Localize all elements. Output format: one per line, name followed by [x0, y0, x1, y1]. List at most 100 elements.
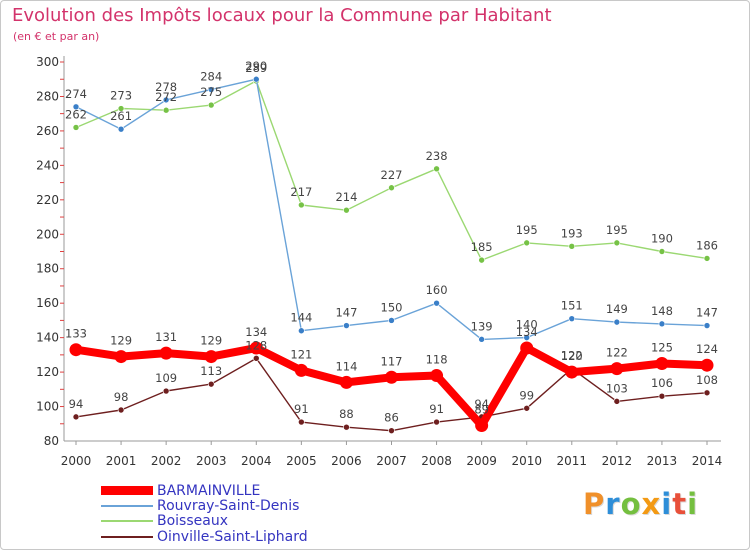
legend-item-barmainville[interactable]: BARMAINVILLE — [101, 483, 308, 498]
data-point-rouvray-saint-denis[interactable] — [117, 125, 125, 133]
y-tick-label: 80 — [44, 434, 59, 448]
data-point-oinville-saint-liphard[interactable] — [388, 427, 395, 434]
logo-letter: r — [605, 487, 621, 521]
data-point-rouvray-saint-denis[interactable] — [388, 317, 395, 324]
y-tick-label: 120 — [36, 365, 59, 379]
data-point-boisseaux[interactable] — [478, 256, 485, 264]
legend-label: Rouvray-Saint-Denis — [157, 497, 300, 514]
data-point-rouvray-saint-denis[interactable] — [207, 86, 215, 93]
y-tick-label: 180 — [36, 262, 59, 276]
legend-label: Boisseaux — [157, 513, 228, 530]
data-point-oinville-saint-liphard[interactable] — [433, 418, 440, 426]
data-point-barmainville[interactable] — [520, 341, 534, 355]
data-point-boisseaux[interactable] — [298, 201, 305, 209]
data-point-barmainville[interactable] — [385, 370, 398, 384]
data-point-oinville-saint-liphard[interactable] — [523, 404, 531, 412]
data-point-barmainville[interactable] — [475, 418, 489, 432]
x-tick-label: 2000 — [61, 454, 92, 468]
data-point-boisseaux[interactable] — [613, 239, 621, 247]
data-label-rouvray-saint-denis: 149 — [606, 302, 628, 316]
data-point-boisseaux[interactable] — [658, 248, 666, 255]
data-label-oinville-saint-liphard: 128 — [245, 338, 267, 352]
x-tick-label: 2010 — [511, 454, 542, 468]
data-point-barmainville[interactable] — [159, 346, 173, 360]
data-point-boisseaux[interactable] — [72, 124, 80, 131]
data-label-barmainville: 121 — [290, 347, 312, 361]
data-label-rouvray-saint-denis: 261 — [110, 109, 132, 123]
x-tick-label: 2012 — [602, 454, 633, 468]
data-point-rouvray-saint-denis[interactable] — [298, 327, 305, 335]
data-point-boisseaux[interactable] — [162, 106, 170, 114]
data-label-oinville-saint-liphard: 98 — [114, 390, 129, 404]
data-point-boisseaux[interactable] — [117, 105, 125, 112]
data-label-rouvray-saint-denis: 150 — [381, 300, 403, 314]
data-point-boisseaux[interactable] — [523, 239, 531, 247]
data-label-rouvray-saint-denis: 139 — [471, 319, 493, 333]
data-label-oinville-saint-liphard: 88 — [339, 407, 354, 421]
data-point-boisseaux[interactable] — [207, 101, 215, 109]
data-label-barmainville: 117 — [381, 354, 403, 368]
data-label-rouvray-saint-denis: 284 — [200, 70, 222, 84]
data-label-rouvray-saint-denis: 144 — [290, 311, 312, 325]
data-point-rouvray-saint-denis[interactable] — [162, 96, 170, 104]
data-point-barmainville[interactable] — [204, 350, 218, 364]
data-point-rouvray-saint-denis[interactable] — [658, 320, 666, 328]
data-label-barmainville: 122 — [606, 346, 628, 360]
data-point-rouvray-saint-denis[interactable] — [703, 322, 711, 329]
data-point-oinville-saint-liphard[interactable] — [613, 398, 621, 405]
data-point-barmainville[interactable] — [69, 343, 83, 357]
data-point-barmainville[interactable] — [565, 365, 579, 379]
data-point-rouvray-saint-denis[interactable] — [523, 334, 531, 341]
data-point-barmainville[interactable] — [610, 362, 624, 376]
x-tick-label: 2002 — [151, 454, 182, 468]
data-point-rouvray-saint-denis[interactable] — [613, 318, 621, 326]
proxiti-logo[interactable]: Proxiti — [583, 487, 698, 521]
data-point-barmainville[interactable] — [700, 358, 714, 372]
data-point-oinville-saint-liphard[interactable] — [117, 406, 125, 414]
y-tick-label: 260 — [36, 124, 59, 138]
data-point-boisseaux[interactable] — [433, 165, 440, 173]
data-point-oinville-saint-liphard[interactable] — [162, 387, 170, 395]
data-label-boisseaux: 193 — [561, 226, 583, 240]
data-label-rouvray-saint-denis: 151 — [561, 299, 583, 313]
data-point-boisseaux[interactable] — [388, 184, 395, 192]
data-point-rouvray-saint-denis[interactable] — [478, 336, 485, 343]
data-point-rouvray-saint-denis[interactable] — [72, 103, 80, 111]
data-point-oinville-saint-liphard[interactable] — [658, 392, 666, 400]
y-tick-label: 160 — [36, 296, 59, 310]
data-point-oinville-saint-liphard[interactable] — [72, 413, 80, 421]
data-label-oinville-saint-liphard: 91 — [429, 402, 444, 416]
x-tick-label: 2014 — [692, 454, 723, 468]
data-label-oinville-saint-liphard: 108 — [696, 373, 718, 387]
data-point-rouvray-saint-denis[interactable] — [433, 299, 440, 307]
data-point-rouvray-saint-denis[interactable] — [343, 322, 350, 329]
data-label-barmainville: 118 — [426, 353, 448, 367]
data-point-barmainville[interactable] — [339, 375, 353, 389]
data-point-rouvray-saint-denis[interactable] — [252, 75, 260, 83]
legend-label: Oinville-Saint-Liphard — [157, 528, 308, 545]
data-label-barmainville: 125 — [651, 340, 673, 354]
data-point-barmainville[interactable] — [430, 369, 444, 383]
data-point-barmainville[interactable] — [294, 363, 308, 377]
data-point-oinville-saint-liphard[interactable] — [703, 389, 711, 397]
data-point-boisseaux[interactable] — [703, 255, 711, 262]
data-point-barmainville[interactable] — [655, 356, 669, 370]
data-label-barmainville: 129 — [200, 334, 222, 348]
data-point-boisseaux[interactable] — [343, 206, 350, 214]
legend-item-boisseaux[interactable]: Boisseaux — [101, 514, 308, 529]
legend-item-oinville-saint-liphard[interactable]: Oinville-Saint-Liphard — [101, 529, 308, 544]
data-label-boisseaux: 273 — [110, 89, 132, 103]
data-point-oinville-saint-liphard[interactable] — [343, 423, 350, 431]
data-point-barmainville[interactable] — [114, 350, 128, 364]
data-point-oinville-saint-liphard[interactable] — [207, 380, 215, 388]
data-point-boisseaux[interactable] — [568, 243, 576, 250]
data-point-barmainville[interactable] — [249, 341, 263, 355]
data-point-oinville-saint-liphard[interactable] — [252, 355, 260, 362]
legend-item-rouvray-saint-denis[interactable]: Rouvray-Saint-Denis — [101, 498, 308, 513]
data-point-rouvray-saint-denis[interactable] — [568, 315, 576, 322]
logo-letter: i — [661, 487, 673, 521]
data-point-oinville-saint-liphard[interactable] — [298, 418, 305, 426]
y-tick-label: 240 — [36, 158, 59, 172]
